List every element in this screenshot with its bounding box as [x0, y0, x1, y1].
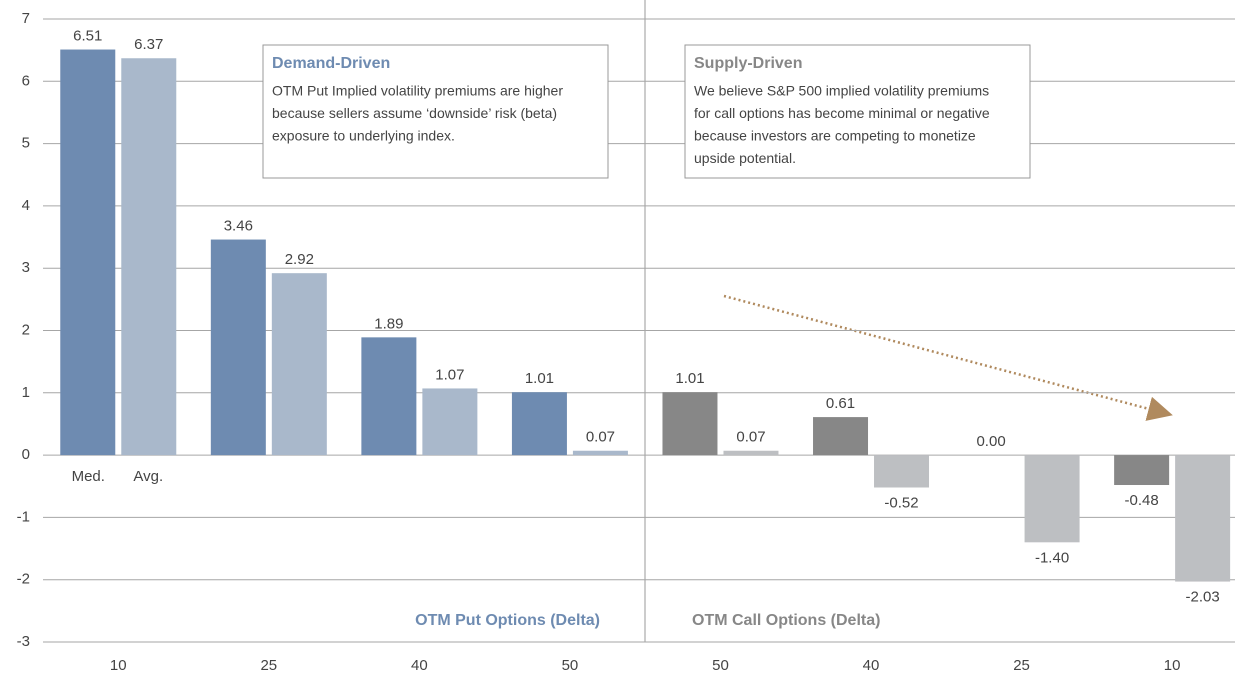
- bar: [1114, 455, 1170, 486]
- trend-arrow: [723, 294, 1173, 421]
- x-tick-label: 10: [110, 657, 127, 674]
- y-tick-label: -1: [17, 508, 30, 525]
- legend-label: Med.: [72, 468, 105, 485]
- bar: [723, 450, 779, 456]
- x-tick-label: 40: [411, 657, 428, 674]
- x-tick-label: 40: [863, 657, 880, 674]
- value-label: -0.52: [884, 494, 918, 511]
- value-label: 3.46: [224, 218, 253, 235]
- annotation-title: Supply-Driven: [694, 55, 802, 72]
- y-tick-label: 7: [22, 10, 30, 27]
- value-label: 2.92: [285, 251, 314, 268]
- y-tick-label: -2: [17, 571, 30, 588]
- x-tick-label: 10: [1164, 657, 1181, 674]
- y-tick-label: 3: [22, 259, 30, 276]
- y-tick-label: 1: [22, 384, 30, 401]
- bar: [121, 58, 177, 456]
- x-tick-label: 50: [712, 657, 729, 674]
- value-label: 0.00: [976, 433, 1005, 450]
- annotation-text: for call options has become minimal or n…: [694, 105, 990, 121]
- bar: [662, 392, 718, 456]
- value-label: 0.61: [826, 395, 855, 412]
- y-tick-label: 5: [22, 135, 30, 152]
- value-label: 6.51: [73, 27, 102, 44]
- value-label: -2.03: [1186, 589, 1220, 606]
- y-tick-label: 0: [22, 446, 30, 463]
- bar: [361, 337, 417, 456]
- value-label: 1.01: [525, 370, 554, 387]
- annotation-text: exposure to underlying index.: [272, 128, 455, 144]
- bar: [271, 273, 327, 456]
- bar: [60, 49, 116, 456]
- x-tick-label: 25: [1013, 657, 1030, 674]
- bar: [874, 455, 930, 488]
- value-label: 0.07: [736, 429, 765, 446]
- y-tick-label: 2: [22, 321, 30, 338]
- annotation-title: Demand-Driven: [272, 55, 390, 72]
- bar: [511, 392, 567, 456]
- section-label: OTM Call Options (Delta): [692, 612, 880, 629]
- x-tick-label: 50: [562, 657, 579, 674]
- annotation-text: upside potential.: [694, 150, 796, 166]
- annotation-text: We believe S&P 500 implied volatility pr…: [694, 83, 989, 99]
- value-label: 1.07: [435, 366, 464, 383]
- bar: [422, 388, 478, 456]
- bar: [572, 450, 628, 456]
- legend-label: Avg.: [133, 468, 163, 485]
- section-label: OTM Put Options (Delta): [415, 612, 600, 629]
- annotation-box: [262, 44, 609, 179]
- value-label: -1.40: [1035, 549, 1069, 566]
- y-tick-label: -3: [17, 633, 30, 650]
- annotation-text: OTM Put Implied volatility premiums are …: [272, 83, 563, 99]
- x-tick-label: 25: [260, 657, 277, 674]
- y-tick-label: 4: [22, 197, 30, 214]
- value-label: 1.01: [675, 370, 704, 387]
- value-label: 0.07: [586, 429, 615, 446]
- annotation-box: [684, 44, 1031, 179]
- annotation-text: because investors are competing to monet…: [694, 128, 976, 144]
- bar: [1175, 455, 1231, 582]
- value-label: 6.37: [134, 36, 163, 53]
- y-tick-label: 6: [22, 72, 30, 89]
- value-label: -0.48: [1125, 492, 1159, 509]
- bar: [210, 239, 266, 456]
- bar: [1024, 455, 1080, 543]
- bar: [813, 417, 869, 456]
- value-label: 1.89: [374, 315, 403, 332]
- annotation-text: because sellers assume ‘downside’ risk (…: [272, 105, 557, 121]
